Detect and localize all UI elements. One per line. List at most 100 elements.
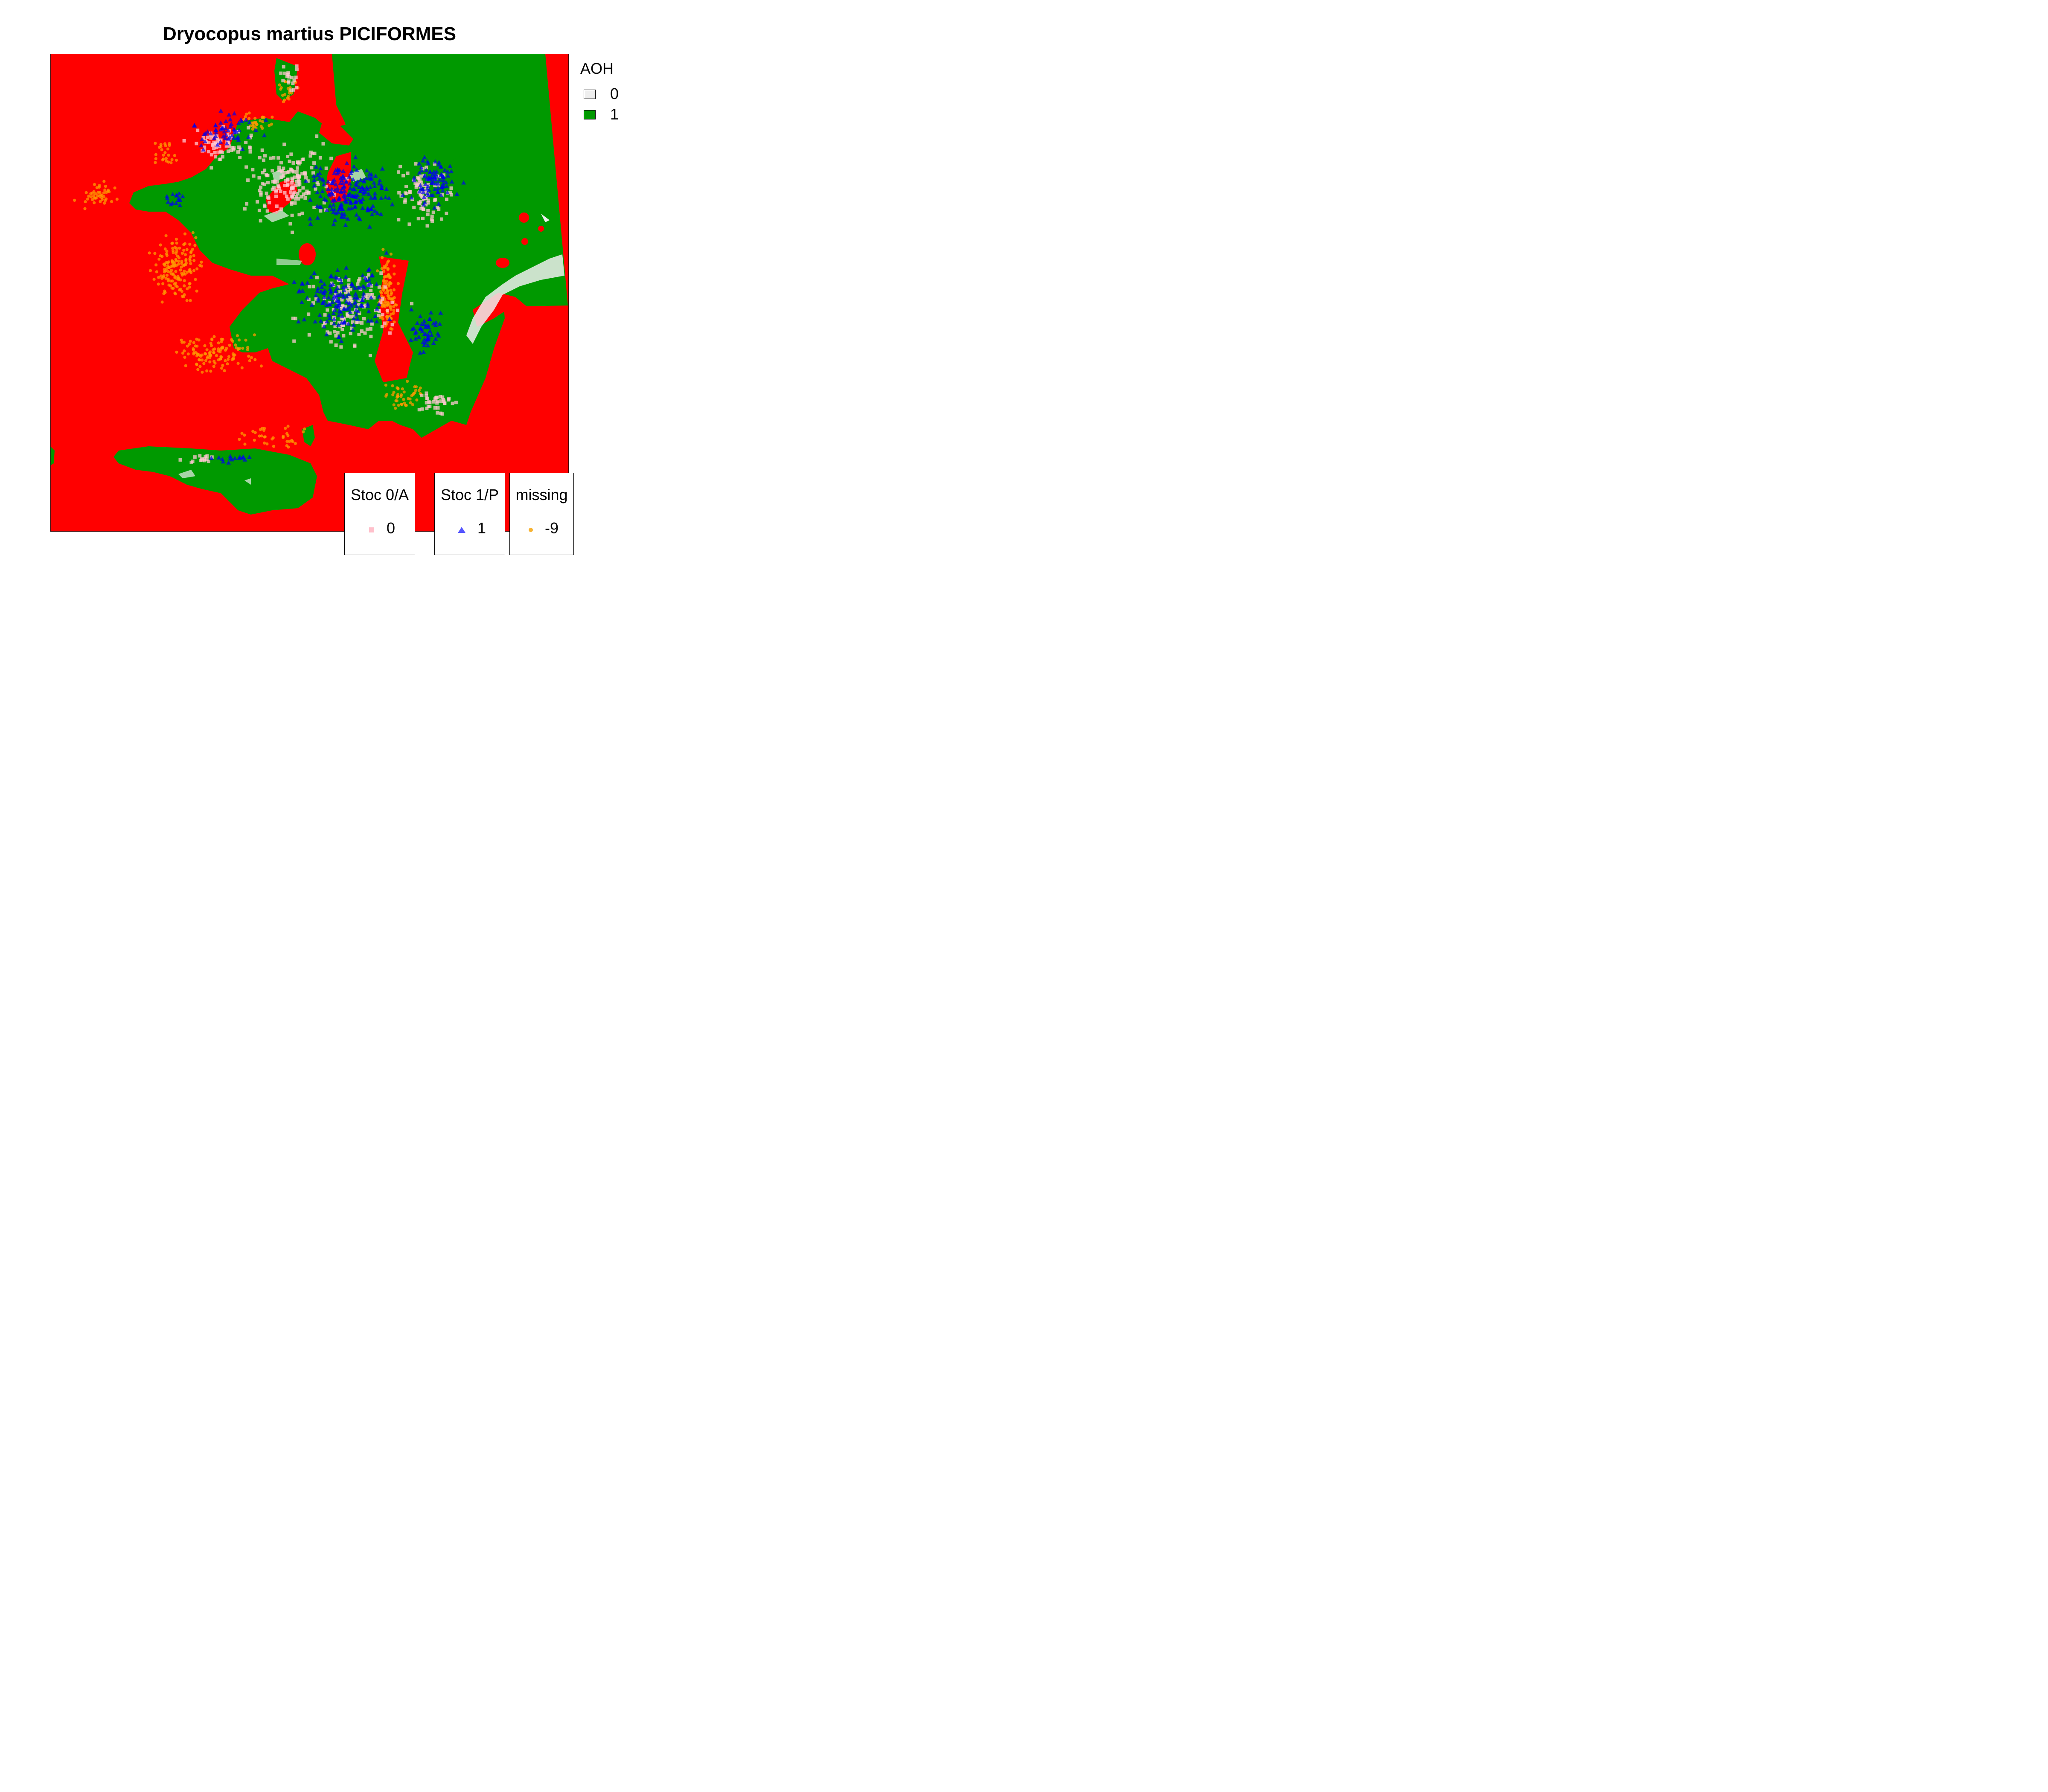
presence-point <box>334 211 339 215</box>
missing-point <box>244 115 247 119</box>
presence-point <box>236 134 241 139</box>
missing-point <box>195 267 199 271</box>
absence-point <box>425 396 429 400</box>
presence-point <box>228 124 233 128</box>
presence-point <box>353 204 358 209</box>
absence-point <box>218 157 222 161</box>
presence-point <box>209 456 214 460</box>
missing-point <box>226 362 229 366</box>
missing-point <box>227 355 231 358</box>
presence-point <box>336 209 341 214</box>
missing-point <box>220 340 223 343</box>
absence-point <box>334 334 338 338</box>
absence-point <box>207 460 210 463</box>
absence-point <box>313 151 317 155</box>
presence-point <box>364 278 369 282</box>
presence-point <box>353 300 358 304</box>
missing-point <box>189 299 192 302</box>
absence-point <box>294 76 298 79</box>
missing-point <box>260 434 263 438</box>
absence-point <box>282 166 285 170</box>
absence-point <box>259 193 263 197</box>
absence-point <box>383 285 387 289</box>
missing-point <box>243 442 247 446</box>
presence-point <box>340 174 346 178</box>
presence-point <box>416 161 422 166</box>
presence-point <box>302 317 307 322</box>
missing-point <box>192 352 195 356</box>
absence-point <box>279 71 283 75</box>
presence-point <box>433 323 438 327</box>
presence-point <box>177 191 182 195</box>
presence-point <box>342 215 347 219</box>
presence-point <box>365 301 370 306</box>
absence-point <box>404 185 408 188</box>
presence-point <box>353 193 358 198</box>
presence-point <box>337 308 342 313</box>
absence-point <box>390 301 394 304</box>
presence-point <box>422 200 427 204</box>
absence-point <box>201 136 205 140</box>
absence-point <box>436 400 439 403</box>
absence-point <box>307 333 311 337</box>
absence-point <box>412 206 416 209</box>
missing-point <box>392 403 396 407</box>
presence-point <box>418 314 423 318</box>
absence-point <box>350 311 354 314</box>
missing-point <box>184 258 188 261</box>
absence-point <box>251 168 255 172</box>
missing-point <box>183 272 187 276</box>
missing-point <box>236 361 240 365</box>
missing-point <box>393 296 396 300</box>
absence-point <box>248 150 252 154</box>
missing-point <box>175 259 178 262</box>
missing-point <box>389 288 393 292</box>
presence-point <box>317 312 323 317</box>
presence-point <box>344 265 349 270</box>
absence-point <box>438 395 442 399</box>
presence-point <box>413 329 419 334</box>
presence-point <box>357 185 362 189</box>
presence-point <box>361 178 367 183</box>
missing-point <box>152 277 156 281</box>
missing-point <box>384 302 387 305</box>
presence-point <box>218 120 223 125</box>
absence-point <box>350 300 354 303</box>
absence-point <box>296 192 300 195</box>
absence-point <box>287 170 291 174</box>
absence-point <box>363 331 367 335</box>
presence-point <box>421 189 426 194</box>
absence-point <box>298 189 302 192</box>
absence-point <box>358 277 362 281</box>
presence-point <box>412 175 417 180</box>
presence-point <box>364 168 369 173</box>
missing-point <box>217 358 220 361</box>
absence-point <box>314 297 318 301</box>
missing-point <box>98 191 102 194</box>
absence-point <box>365 293 369 297</box>
missing-point <box>155 270 158 273</box>
missing-point <box>204 359 207 362</box>
missing-point <box>390 327 394 331</box>
missing-point <box>217 349 220 353</box>
absence-point <box>286 182 290 186</box>
absence-point <box>311 171 315 175</box>
presence-point <box>441 175 446 180</box>
missing-point <box>157 257 161 261</box>
absence-point <box>425 401 428 404</box>
absence-point <box>399 165 402 169</box>
missing-point <box>186 271 189 274</box>
aoh-key-0 <box>584 90 596 99</box>
missing-point <box>103 188 107 192</box>
missing-point <box>237 338 241 342</box>
missing-point <box>183 232 187 236</box>
presence-point <box>374 282 379 286</box>
presence-point <box>296 289 301 294</box>
presence-point <box>354 199 359 204</box>
missing-point <box>403 401 406 405</box>
missing-point <box>220 367 224 370</box>
missing-point <box>417 389 421 392</box>
absence-point <box>419 174 423 178</box>
missing-point <box>154 263 158 267</box>
absence-point <box>315 134 319 138</box>
